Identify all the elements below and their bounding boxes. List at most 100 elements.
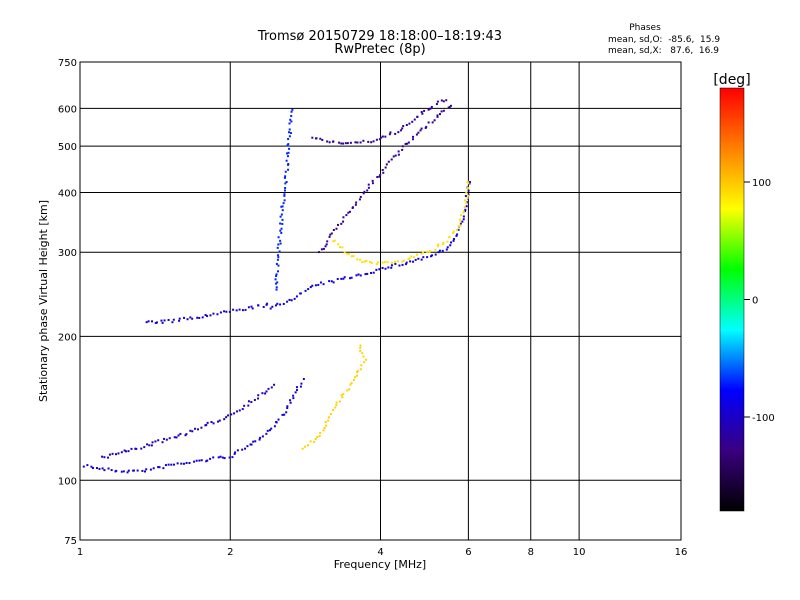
echo-point (198, 459, 201, 462)
echo-point (147, 320, 150, 323)
echo-point (388, 133, 391, 136)
echo-point (167, 318, 170, 321)
echo-point (283, 413, 286, 416)
echo-point (259, 436, 262, 439)
y-tick-labels: 75 100 200 300 400 500 600 750 (58, 58, 77, 547)
echo-point (115, 469, 118, 472)
echo-point (276, 281, 279, 284)
y-tick-label: 100 (58, 476, 77, 487)
echo-point (283, 193, 286, 196)
echo-point (358, 198, 361, 201)
echo-point (130, 447, 133, 450)
echo-point (186, 318, 189, 321)
echo-point (135, 447, 138, 450)
echo-point (329, 233, 332, 236)
echo-point (466, 196, 469, 199)
echo-point (437, 245, 440, 248)
echo-point (151, 441, 154, 444)
echo-point (170, 463, 173, 466)
echo-point (337, 243, 340, 246)
echo-point (152, 467, 155, 470)
echo-point (225, 416, 228, 419)
echo-point (115, 453, 118, 456)
echo-point (356, 258, 359, 261)
echo-point (290, 110, 293, 113)
echo-point (429, 250, 432, 253)
echo-point (455, 234, 458, 237)
echo-point (364, 273, 367, 276)
echo-point (132, 469, 135, 472)
echo-point (324, 420, 327, 423)
echo-point (230, 413, 233, 416)
echo-point (372, 140, 375, 143)
echo-point (149, 468, 152, 471)
echo-point (442, 100, 445, 103)
echo-point (243, 404, 246, 407)
echo-point (287, 131, 290, 134)
echo-point (283, 176, 286, 179)
echo-point (289, 399, 292, 402)
echo-point (323, 427, 326, 430)
echo-point (287, 168, 290, 171)
echo-point (287, 143, 290, 146)
echo-point (209, 314, 212, 317)
echo-point (292, 397, 295, 400)
echo-point (98, 467, 101, 470)
echo-point (120, 451, 123, 454)
echo-point (352, 378, 355, 381)
echo-point (107, 467, 110, 470)
echo-point (356, 370, 359, 373)
echo-point (117, 452, 120, 455)
echo-point (367, 140, 370, 143)
echo-point (367, 183, 370, 186)
echo-point (250, 401, 253, 404)
echo-point (101, 467, 104, 470)
echo-point (228, 310, 231, 313)
echo-point (346, 252, 349, 255)
legend-x-stats: mean, sd,X: 87.6, 16.9 (608, 46, 719, 56)
echo-point (275, 273, 278, 276)
echo-point (354, 376, 357, 379)
echo-point (277, 256, 280, 259)
echo-point (286, 405, 289, 408)
x-tick-label: 2 (227, 547, 233, 558)
echo-point (445, 248, 448, 251)
echo-point (346, 142, 349, 145)
echo-point (167, 463, 170, 466)
echo-point (265, 390, 268, 393)
echo-point (420, 252, 423, 255)
echo-point (320, 248, 323, 251)
echo-point (287, 151, 290, 154)
echo-point (254, 440, 257, 443)
echo-point (283, 199, 286, 202)
echo-point (223, 457, 226, 460)
echo-point (417, 257, 420, 260)
echo-point (304, 289, 307, 292)
echo-point (406, 142, 409, 145)
echo-point (355, 374, 358, 377)
echo-point (193, 460, 196, 463)
echo-point (442, 241, 445, 244)
echo-point (209, 457, 212, 460)
echo-point (434, 248, 437, 251)
echo-point (466, 201, 469, 204)
echo-point (362, 355, 365, 358)
echo-point (346, 389, 349, 392)
echo-point (431, 121, 434, 124)
echo-point (452, 238, 455, 241)
echo-point (261, 435, 264, 438)
echo-point (284, 187, 287, 190)
echo-point (438, 249, 441, 252)
echo-point (82, 465, 85, 468)
echo-point (328, 141, 331, 144)
echo-point (430, 105, 433, 108)
echo-point (290, 115, 293, 118)
echo-point (355, 201, 358, 204)
echo-point (322, 283, 325, 286)
echo-point (338, 400, 341, 403)
echo-point (413, 256, 416, 259)
echo-point (408, 257, 411, 260)
echo-point (157, 439, 160, 442)
echo-point (319, 431, 322, 434)
echo-point (321, 138, 324, 141)
